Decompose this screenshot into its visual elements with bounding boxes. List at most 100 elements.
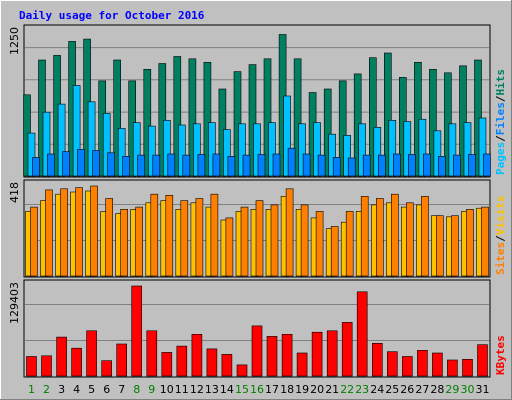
bar-kbytes-day-26 xyxy=(401,356,413,377)
day-label-3: 3 xyxy=(58,383,65,396)
legend-entry-sep: / xyxy=(494,135,507,142)
bar-kbytes-day-23 xyxy=(356,291,368,377)
day-label-1: 1 xyxy=(28,383,35,396)
legend-entry-sep: / xyxy=(494,95,507,102)
bar-hits-day-24 xyxy=(368,57,377,177)
bar-sites-day-14 xyxy=(225,217,234,277)
bar-kbytes-day-6 xyxy=(101,360,112,377)
day-label-11: 11 xyxy=(175,383,189,396)
bar-hits-day-10 xyxy=(158,63,167,177)
day-label-19: 19 xyxy=(295,383,309,396)
day-label-10: 10 xyxy=(160,383,174,396)
bar-pages-day-9 xyxy=(152,154,161,177)
legend-entry-visits: Visits xyxy=(494,196,507,236)
day-label-31: 31 xyxy=(476,383,490,396)
day-labels-group: 1 2 3 4 5 6 7 8 9 10 11 12 13 14 15 16 17 18 19 20 21 22 23 24 2… xyxy=(28,383,490,396)
y-max-label-hits-files-pages: 1250 xyxy=(8,27,21,55)
bar-sites-day-22 xyxy=(345,211,354,277)
bar-hits-day-21 xyxy=(323,88,332,177)
day-label-4: 4 xyxy=(73,383,80,396)
bar-kbytes-day-10 xyxy=(161,352,173,377)
day-label-7: 7 xyxy=(118,383,125,396)
day-label-18: 18 xyxy=(280,383,294,396)
bar-files-day-18 xyxy=(283,95,291,177)
bar-pages-day-11 xyxy=(182,154,191,177)
bar-files-day-21 xyxy=(328,133,337,177)
bar-hits-day-22 xyxy=(338,80,347,177)
bar-sites-day-24 xyxy=(375,198,384,277)
day-label-25: 25 xyxy=(385,383,399,396)
bar-pages-day-14 xyxy=(227,156,236,177)
bar-kbytes-day-13 xyxy=(206,348,218,377)
bar-pages-day-6 xyxy=(107,152,115,177)
bar-pages-day-17 xyxy=(272,153,281,177)
bar-files-day-3 xyxy=(57,103,66,177)
bar-pages-day-18 xyxy=(287,147,296,177)
bar-pages-day-16 xyxy=(257,154,266,177)
day-label-23: 23 xyxy=(355,383,369,396)
bar-kbytes-day-16 xyxy=(251,325,263,377)
day-label-21: 21 xyxy=(325,383,339,396)
bar-pages-day-8 xyxy=(137,154,145,177)
bar-pages-day-15 xyxy=(242,154,251,177)
bar-files-day-20 xyxy=(313,122,321,177)
bar-sites-day-21 xyxy=(330,226,339,277)
bar-files-day-6 xyxy=(102,113,111,177)
bar-files-day-24 xyxy=(373,127,382,177)
bar-files-day-28 xyxy=(433,130,442,177)
bar-kbytes-day-29 xyxy=(447,359,458,377)
bar-kbytes-day-19 xyxy=(296,352,308,377)
bar-kbytes-day-14 xyxy=(221,354,233,377)
bar-kbytes-day-11 xyxy=(176,345,188,377)
bar-sites-day-5 xyxy=(90,185,98,277)
bar-kbytes-day-17 xyxy=(266,336,278,377)
panels-group: 1250Pages/Files/Hits418Sites/Visits12940… xyxy=(8,24,507,378)
bar-pages-day-23 xyxy=(362,154,371,177)
day-label-16: 16 xyxy=(250,383,264,396)
bar-kbytes-day-27 xyxy=(417,349,428,377)
day-label-27: 27 xyxy=(415,383,429,396)
bar-pages-day-31 xyxy=(483,153,491,177)
bar-files-day-16 xyxy=(253,123,261,177)
day-label-30: 30 xyxy=(461,383,475,396)
bar-files-day-9 xyxy=(148,125,156,177)
bar-files-day-26 xyxy=(403,121,412,177)
day-label-12: 12 xyxy=(190,383,204,396)
panel-visits-sites: 418 Sites/Visits xyxy=(8,179,507,278)
bar-kbytes-day-7 xyxy=(116,343,127,377)
bar-sites-day-18 xyxy=(285,188,294,277)
bar-hits-day-25 xyxy=(383,52,392,177)
bar-sites-day-17 xyxy=(270,204,279,277)
bar-kbytes-day-30 xyxy=(462,358,473,377)
bar-sites-day-9 xyxy=(150,193,159,277)
bar-hits-day-9 xyxy=(143,69,152,177)
bar-sites-day-2 xyxy=(45,189,53,277)
bar-hits-day-13 xyxy=(203,61,212,177)
bar-kbytes-day-31 xyxy=(477,344,488,377)
legend-visits-sites: Sites/Visits xyxy=(494,196,507,276)
bar-files-day-27 xyxy=(418,118,427,177)
y-max-label-visits-sites: 418 xyxy=(8,182,21,203)
bar-sites-day-1 xyxy=(30,206,38,277)
bar-pages-day-26 xyxy=(407,154,416,177)
bar-kbytes-day-22 xyxy=(341,322,353,377)
day-label-29: 29 xyxy=(445,383,459,396)
bar-hits-day-19 xyxy=(293,58,302,177)
bar-files-day-14 xyxy=(223,129,231,177)
day-label-15: 15 xyxy=(235,383,249,396)
bar-hits-day-30 xyxy=(459,65,467,177)
bar-sites-day-20 xyxy=(315,211,324,277)
bar-pages-day-12 xyxy=(197,154,206,177)
bar-sites-day-15 xyxy=(240,206,249,277)
day-label-13: 13 xyxy=(205,383,219,396)
bar-hits-day-16 xyxy=(248,64,257,177)
bar-files-day-29 xyxy=(448,123,457,177)
bar-kbytes-day-20 xyxy=(311,331,323,377)
legend-entry-hits: Hits xyxy=(494,69,507,96)
day-label-24: 24 xyxy=(370,383,384,396)
bar-sites-day-29 xyxy=(451,215,459,277)
day-label-28: 28 xyxy=(430,383,444,396)
day-label-20: 20 xyxy=(310,383,324,396)
day-label-6: 6 xyxy=(103,383,110,396)
